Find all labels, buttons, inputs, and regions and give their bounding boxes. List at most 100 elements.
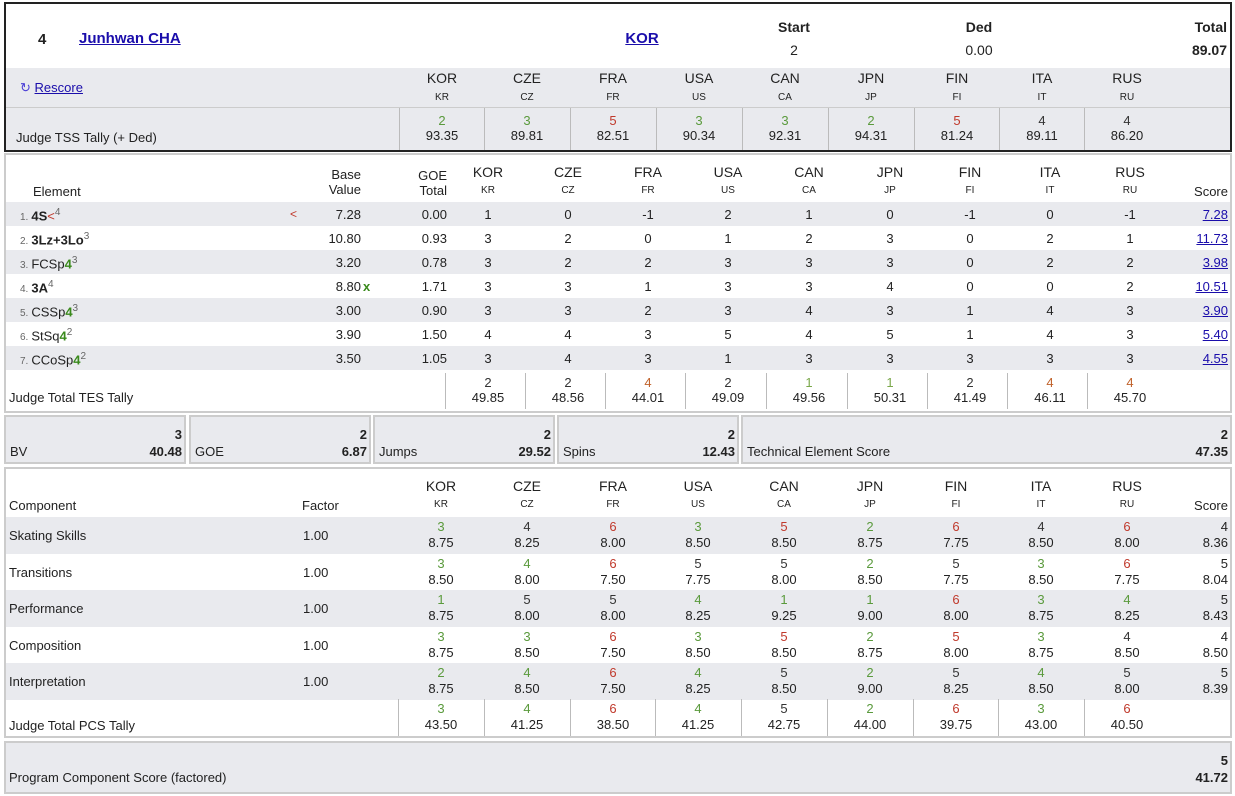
judge-mark: 8.50 — [771, 644, 797, 660]
rank-number: 4 — [38, 31, 47, 48]
pcs-rank: 4 — [694, 701, 702, 716]
judge-mark: 8.00 — [1114, 535, 1140, 550]
rescore-link[interactable]: Rescore — [34, 80, 83, 95]
judge-rank: 2 — [866, 519, 874, 534]
ded-value: 0.00 — [965, 42, 993, 58]
judge-rank: 5 — [1123, 665, 1131, 680]
component-name: Interpretation — [9, 674, 86, 689]
tss-value: 94.31 — [854, 128, 888, 143]
component-judge-cze: CZE — [513, 478, 541, 494]
element-level: 3 — [71, 255, 78, 266]
bonus-x-mark: x — [363, 279, 371, 294]
judge-goe-mark: 3 — [484, 303, 492, 318]
component-factor: 1.00 — [303, 601, 329, 616]
judge-mark: 9.00 — [857, 681, 883, 696]
tes-value: 49.09 — [711, 390, 745, 405]
judge-mark: 8.50 — [685, 644, 711, 660]
judge-mark: 8.25 — [514, 535, 540, 550]
bv-label: BV — [10, 444, 28, 459]
tes-rank: 4 — [1126, 375, 1134, 390]
jumps-box: Jumps 2 29.52 — [373, 415, 555, 464]
judge-rank: 5 — [780, 665, 788, 680]
element-row: 2. 3Lz+3Lo3 10.80 0.93 3 2 0 1 2 3 0 2 1 11.73 — [6, 226, 1230, 250]
component-name: Performance — [9, 601, 84, 616]
tes-rank: 2 — [484, 375, 492, 390]
element-name: 3. FCSp43 — [20, 255, 77, 271]
tes-cell-divider — [605, 373, 606, 409]
judge-goe-mark: 4 — [805, 327, 813, 342]
rescore-button[interactable]: ↻ Rescore — [20, 80, 83, 96]
judge-rank: 3 — [437, 519, 445, 534]
element-score-link[interactable]: 4.55 — [1202, 351, 1228, 366]
element-score-link[interactable]: 3.98 — [1202, 255, 1228, 270]
judge-rank: 4 — [523, 519, 531, 534]
judge-goe-mark: 3 — [886, 351, 894, 366]
judge-mark: 8.50 — [1028, 681, 1054, 696]
judge-rank: 5 — [952, 665, 960, 680]
element-code: CSSp — [31, 304, 66, 320]
pcs-value: 41.72 — [1195, 770, 1228, 785]
element-judge-short-can: CA — [802, 185, 816, 196]
tss-value: 92.31 — [768, 128, 802, 143]
element-score-link[interactable]: 7.28 — [1202, 207, 1228, 222]
element-judge-can: CAN — [794, 164, 824, 180]
top-judge-short-kor: KR — [435, 92, 449, 103]
judge-goe-mark: 3 — [886, 231, 894, 246]
element-judge-short-ita: IT — [1045, 185, 1055, 196]
tss-cell-divider — [570, 108, 571, 150]
judge-mark: 8.00 — [771, 571, 797, 587]
element-row: 6. StSq42 3.90 1.50 4 4 3 5 4 5 1 4 3 5.40 — [6, 322, 1230, 346]
judge-goe-mark: 0 — [1046, 207, 1054, 222]
base-value-header-1: Base — [331, 167, 361, 182]
element-number: 6. — [20, 332, 29, 344]
judge-rank: 5 — [523, 592, 531, 607]
base-value: 10.80 — [328, 231, 361, 246]
judge-mark: 8.50 — [428, 571, 454, 587]
judge-goe-mark: 4 — [564, 351, 572, 366]
start-value: 2 — [790, 42, 798, 58]
nation-link[interactable]: KOR — [625, 30, 659, 47]
judge-goe-mark: 1 — [724, 351, 732, 366]
base-value: 3.00 — [335, 303, 361, 318]
jumps-label: Jumps — [379, 444, 418, 459]
judge-mark: 7.50 — [600, 681, 626, 696]
element-row: 7. CCoSp42 3.50 1.05 3 4 3 1 3 3 3 3 3 4.55 — [6, 346, 1230, 370]
base-value-header-2: Value — [328, 182, 361, 197]
component-factor: 1.00 — [303, 564, 329, 580]
top-judge-usa: USA — [684, 70, 714, 86]
element-code-bold: 4 — [73, 352, 81, 368]
judge-mark: 8.75 — [428, 608, 454, 623]
base-value: 3.90 — [335, 327, 361, 342]
judge-rank: 2 — [866, 665, 874, 680]
pcs-cell-divider — [741, 699, 742, 736]
judge-mark: 8.25 — [685, 681, 711, 696]
judge-goe-mark: 2 — [1046, 255, 1054, 270]
tss-rank: 3 — [781, 113, 789, 128]
component-judge-fra: FRA — [599, 478, 627, 494]
judge-rank: 4 — [694, 665, 702, 680]
judge-mark: 8.00 — [514, 608, 540, 623]
goe-total: 0.00 — [421, 207, 447, 222]
element-row: 3. FCSp43 3.20 0.78 3 2 2 3 3 3 0 2 2 3.98 — [6, 250, 1230, 274]
element-score-link[interactable]: 3.90 — [1202, 303, 1228, 318]
pcs-cell-divider — [913, 699, 914, 736]
goe-total: 1.71 — [421, 279, 447, 294]
element-score-link[interactable]: 11.73 — [1196, 231, 1228, 246]
pcs-rank: 6 — [609, 701, 617, 716]
tss-value: 90.34 — [682, 128, 716, 143]
top-judge-ita: ITA — [1031, 70, 1053, 86]
spins-rank: 2 — [727, 427, 735, 442]
start-label: Start — [778, 19, 810, 35]
element-judge-short-kor: KR — [481, 185, 495, 196]
element-score-link[interactable]: 5.40 — [1202, 327, 1228, 342]
element-score-link[interactable]: 10.51 — [1195, 279, 1228, 294]
skater-name-link[interactable]: Junhwan CHA — [79, 30, 181, 47]
judge-rank: 5 — [694, 555, 702, 571]
top-judge-rus: RUS — [1112, 70, 1142, 86]
component-judge-short-jpn: JP — [864, 499, 876, 510]
judge-goe-mark: 3 — [724, 279, 732, 294]
judge-goe-mark: 3 — [805, 279, 813, 294]
judge-goe-mark: 3 — [1046, 351, 1054, 366]
tss-rank: 2 — [867, 113, 875, 128]
judge-goe-mark: 1 — [644, 279, 652, 294]
